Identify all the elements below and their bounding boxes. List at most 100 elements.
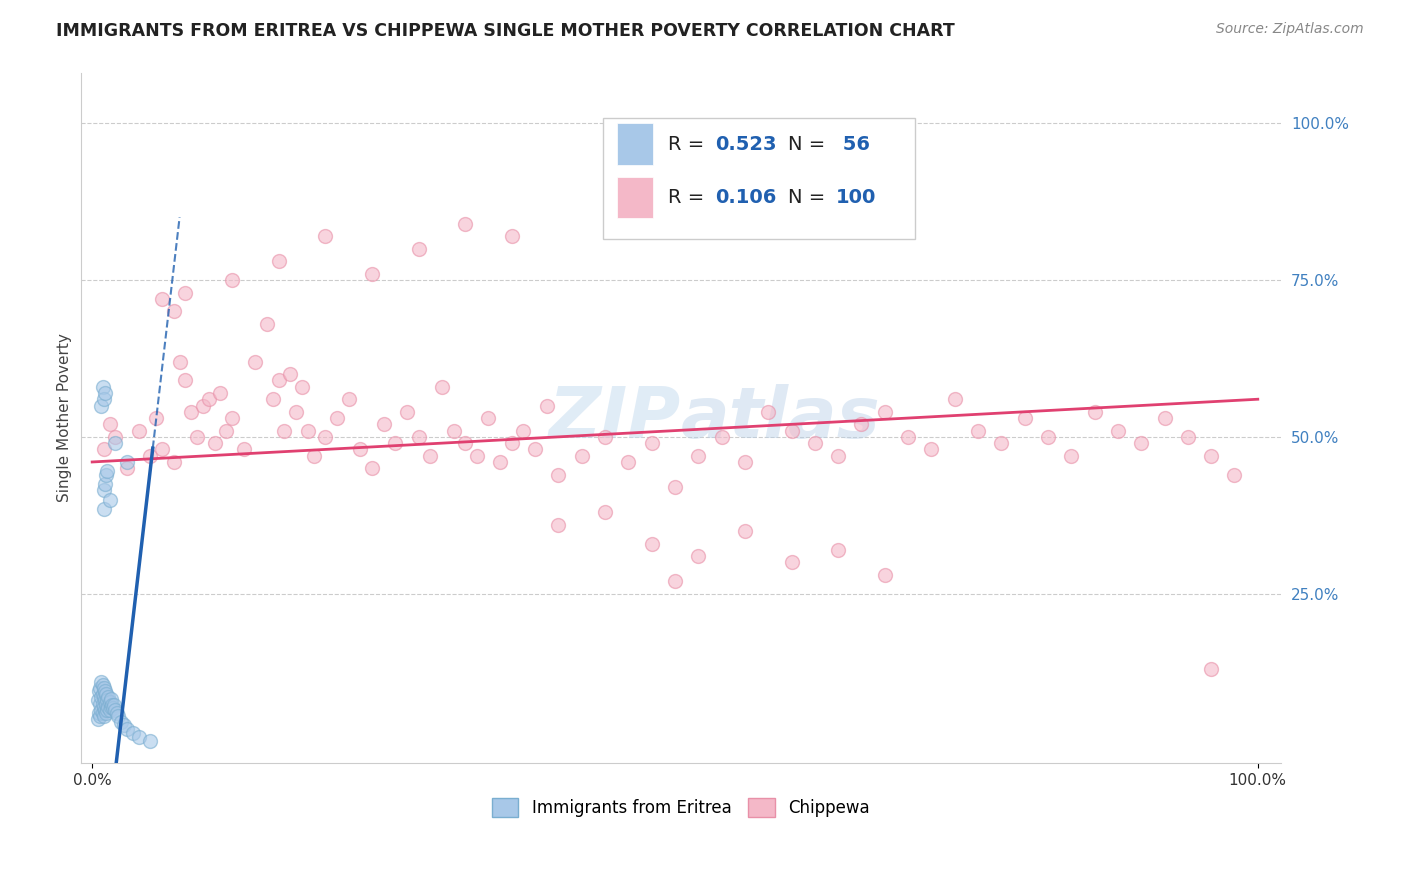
Point [87, 693, 110, 707]
Point [990, 436, 1012, 450]
Point [501, 229, 523, 244]
Point [94, 693, 117, 707]
Point [93, 442, 115, 457]
Point [547, 467, 569, 482]
Point [273, 424, 295, 438]
Point [98, 417, 121, 432]
Point [163, 455, 186, 469]
Point [734, 524, 756, 538]
Point [91, 678, 114, 692]
Point [245, 354, 267, 368]
Text: atlas: atlas [681, 384, 880, 452]
Point [262, 392, 284, 407]
Point [780, 555, 803, 569]
Point [110, 715, 132, 730]
Point [302, 449, 325, 463]
Point [204, 436, 226, 450]
Point [122, 726, 145, 740]
Point [267, 254, 290, 268]
Point [547, 517, 569, 532]
Point [1084, 405, 1107, 419]
Point [489, 455, 512, 469]
Point [232, 442, 254, 457]
Point [91, 380, 114, 394]
Point [734, 455, 756, 469]
Point [920, 442, 942, 457]
Point [104, 703, 127, 717]
Point [617, 455, 640, 469]
Point [100, 692, 122, 706]
Point [1130, 436, 1153, 450]
Text: 0.106: 0.106 [716, 187, 778, 207]
Point [256, 317, 278, 331]
Point [89, 684, 111, 698]
Text: IMMIGRANTS FROM ERITREA VS CHIPPEWA SINGLE MOTHER POVERTY CORRELATION CHART: IMMIGRANTS FROM ERITREA VS CHIPPEWA SING… [56, 22, 955, 40]
Point [186, 430, 208, 444]
Point [96, 464, 118, 478]
Point [139, 449, 162, 463]
Point [89, 697, 111, 711]
Point [640, 436, 662, 450]
Point [150, 292, 173, 306]
Point [197, 392, 219, 407]
Text: 56: 56 [835, 135, 870, 153]
Point [454, 217, 477, 231]
Point [804, 436, 827, 450]
Bar [617, 177, 654, 218]
Point [89, 709, 111, 723]
Point [103, 698, 125, 712]
Point [593, 505, 616, 519]
Point [93, 392, 115, 407]
Point [873, 405, 896, 419]
Point [593, 430, 616, 444]
Point [174, 285, 197, 300]
Point [688, 449, 710, 463]
Point [93, 699, 115, 714]
Point [1199, 449, 1222, 463]
Point [96, 697, 118, 711]
Point [104, 430, 127, 444]
Point [1153, 411, 1175, 425]
Point [1060, 449, 1083, 463]
Point [1014, 411, 1036, 425]
Point [1199, 662, 1222, 676]
Point [430, 380, 453, 394]
Point [571, 449, 593, 463]
Point [115, 722, 138, 736]
Point [209, 386, 232, 401]
Point [384, 436, 406, 450]
Point [454, 436, 477, 450]
Point [91, 697, 114, 711]
Point [97, 699, 120, 714]
Point [477, 411, 499, 425]
Point [215, 424, 238, 438]
Point [395, 405, 418, 419]
Point [419, 449, 441, 463]
Point [96, 706, 118, 720]
Point [90, 674, 112, 689]
Point [1177, 430, 1199, 444]
Point [664, 480, 686, 494]
Text: R =: R = [668, 135, 710, 153]
Point [174, 373, 197, 387]
Point [285, 405, 308, 419]
Point [98, 703, 121, 717]
Point [96, 467, 118, 482]
Point [87, 712, 110, 726]
Point [664, 574, 686, 589]
Point [337, 392, 360, 407]
Point [93, 709, 115, 723]
Point [169, 354, 191, 368]
Point [101, 701, 124, 715]
Point [851, 417, 873, 432]
Point [536, 399, 558, 413]
Text: N =: N = [787, 187, 831, 207]
Point [688, 549, 710, 563]
Point [93, 483, 115, 498]
Point [105, 706, 128, 720]
FancyBboxPatch shape [603, 118, 915, 239]
Text: N =: N = [787, 135, 831, 153]
Point [101, 698, 124, 713]
Legend: Immigrants from Eritrea, Chippewa: Immigrants from Eritrea, Chippewa [485, 791, 876, 824]
Point [373, 417, 395, 432]
